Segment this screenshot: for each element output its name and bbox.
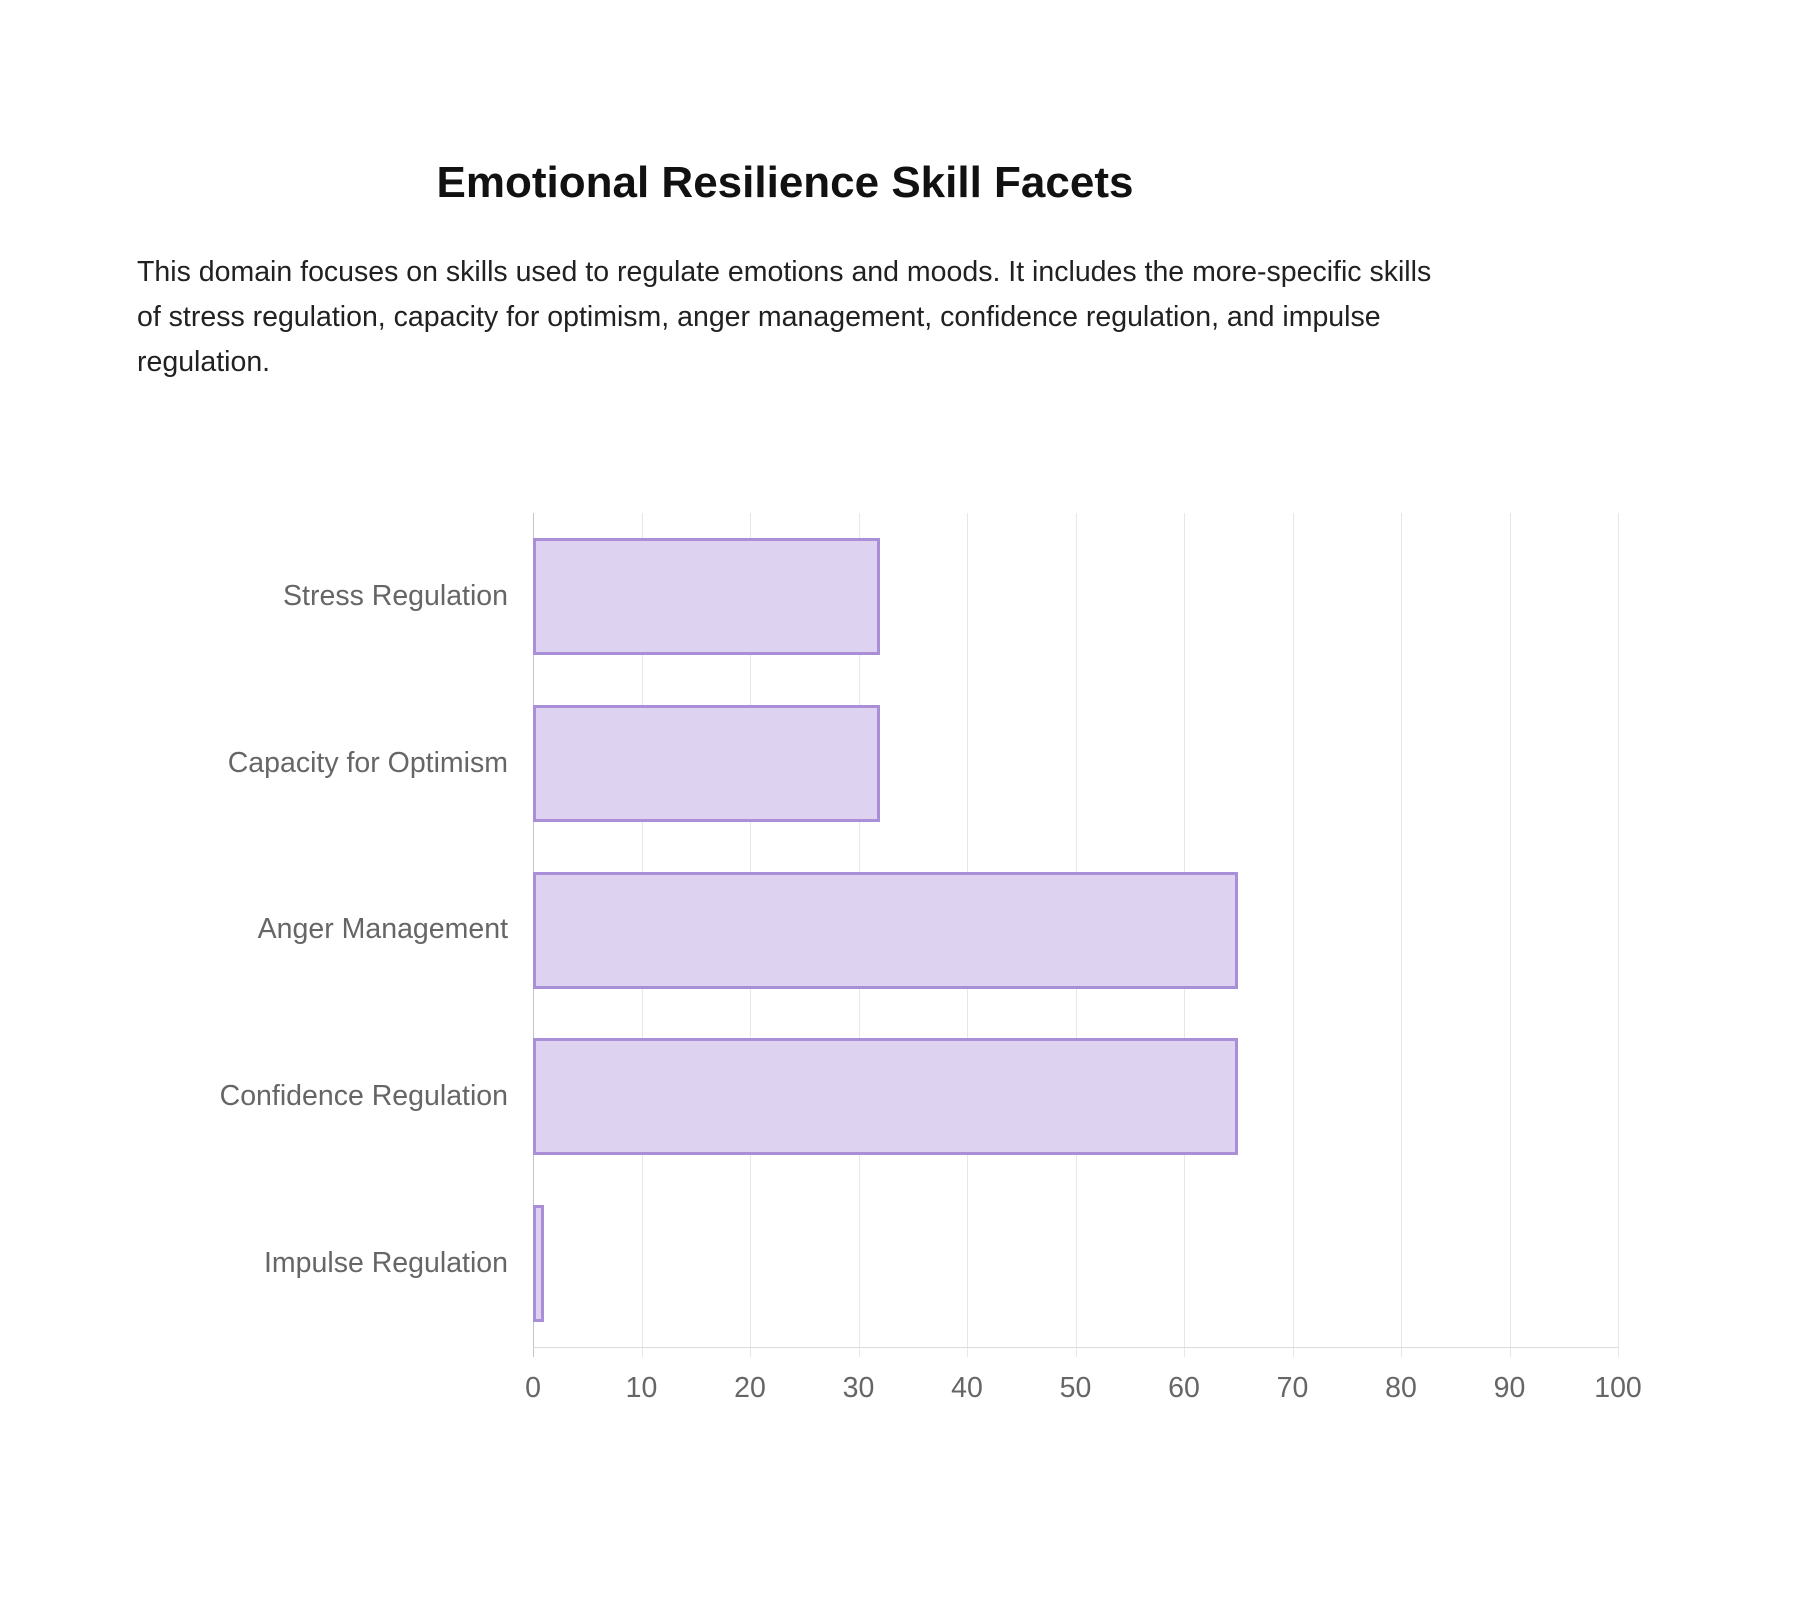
category-label: Stress Regulation	[283, 579, 508, 612]
x-tick-label: 60	[1168, 1372, 1200, 1404]
x-tick-label: 50	[1059, 1372, 1092, 1404]
x-tick-label: 30	[842, 1372, 875, 1404]
x-gridline	[1401, 513, 1402, 1357]
chart-description: This domain focuses on skills used to re…	[137, 256, 1432, 378]
bar[interactable]	[533, 537, 881, 655]
x-gridline	[1618, 513, 1619, 1357]
x-tick-label: 20	[734, 1372, 766, 1404]
category-label: Capacity for Optimism	[227, 746, 508, 779]
x-gridline	[1292, 513, 1294, 1357]
bar[interactable]	[533, 871, 1239, 989]
category-label: Anger Management	[257, 913, 508, 946]
x-tick-label: 0	[525, 1372, 541, 1404]
bar[interactable]	[533, 1038, 1239, 1156]
x-tick-label: 70	[1276, 1372, 1309, 1404]
chart-title: Emotional Resilience Skill Facets	[436, 158, 1134, 207]
bar[interactable]	[533, 1205, 544, 1323]
x-gridline	[1509, 513, 1511, 1357]
x-tick-label: 100	[1594, 1372, 1642, 1404]
x-tick-label: 90	[1493, 1372, 1526, 1404]
x-tick-label: 10	[625, 1372, 658, 1404]
x-tick-label: 80	[1385, 1372, 1417, 1404]
content-column: Emotional Resilience Skill Facets This d…	[137, 0, 1433, 385]
bar[interactable]	[533, 704, 881, 822]
x-tick-label: 40	[951, 1372, 983, 1404]
category-label: Confidence Regulation	[219, 1080, 508, 1113]
category-label: Impulse Regulation	[264, 1247, 508, 1280]
x-axis-line	[533, 1347, 1618, 1348]
